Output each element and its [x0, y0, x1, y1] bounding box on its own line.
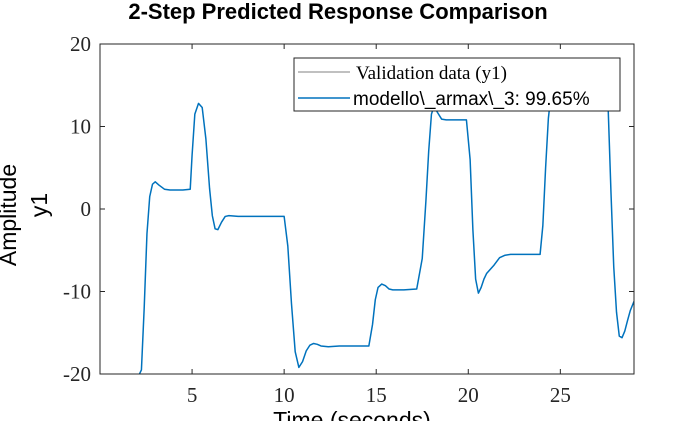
legend-label-validation: Validation data (y1) [356, 63, 507, 84]
y-tick-label: -20 [63, 362, 91, 386]
x-tick-label: 25 [550, 383, 571, 407]
y-tick-label: -10 [63, 280, 91, 304]
y-tick-label: 10 [70, 115, 91, 139]
y-channel-label: y1 [26, 193, 52, 217]
x-axis-label: Time (seconds) [273, 407, 431, 421]
chart-title: 2-Step Predicted Response Comparison [128, 0, 547, 24]
x-tick-label: 10 [274, 383, 295, 407]
legend: Validation data (y1) modello\_armax\_3: … [293, 57, 621, 112]
series-lines [100, 84, 634, 374]
series-line-1 [138, 84, 634, 374]
y-ticks: -20 -10 0 10 20 [63, 32, 634, 386]
y-tick-label: 20 [70, 32, 91, 56]
x-ticks: 5 10 15 20 25 [187, 44, 571, 407]
y-tick-label: 0 [81, 197, 92, 221]
plot-frame [99, 43, 635, 375]
legend-label-model: modello\_armax\_3: 99.65% [353, 89, 590, 110]
legend-box [293, 57, 621, 112]
x-tick-label: 15 [366, 383, 387, 407]
y-axis-label: Amplitude [0, 164, 21, 266]
x-tick-label: 5 [187, 383, 198, 407]
x-tick-label: 20 [458, 383, 479, 407]
